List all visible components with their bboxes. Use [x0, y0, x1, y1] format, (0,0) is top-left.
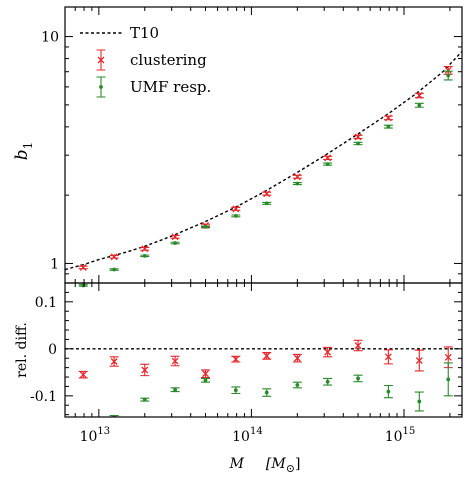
x-tick-label: 1013 [80, 426, 111, 445]
x-tick-label-exponent: 13 [97, 426, 110, 437]
clustering-reldiff-point [415, 357, 423, 365]
umf-reldiff-point [233, 388, 238, 393]
x-tick-label-base: 10 [385, 429, 403, 445]
umf-bias-point [142, 253, 147, 258]
clustering-bias-point [354, 133, 362, 141]
x-tick-label-base: 10 [80, 429, 98, 445]
umf-bias-point [417, 103, 422, 108]
umf-reldiff-errorbar [79, 420, 88, 424]
reldiff-axes-layer [64, 282, 463, 418]
umf-reldiff-point [81, 420, 85, 424]
bias-y-axis-label: b1 [12, 142, 35, 161]
bias-y-tick-label: 10 [41, 30, 59, 46]
umf-reldiff-point [325, 379, 330, 384]
legend-umf-marker [99, 85, 103, 89]
clustering-reldiff-point [202, 370, 209, 378]
umf-reldiff-point [386, 389, 391, 394]
umf-reldiff-point [173, 387, 177, 392]
t10-curve-layer [64, 50, 463, 271]
clustering-bias-point [171, 233, 179, 241]
clustering-bias-point [79, 264, 87, 271]
clustering-reldiff-point [79, 371, 87, 379]
legend-clustering-marker [97, 56, 105, 64]
umf-reldiff-point [356, 376, 360, 381]
t10-curve [64, 50, 463, 271]
clustering-bias-point [232, 205, 240, 213]
x-tick-label: 1014 [232, 426, 263, 445]
clustering-reldiff-point [324, 348, 332, 356]
legend-label-umf: UMF resp. [130, 78, 211, 96]
bias-marks-layer [78, 65, 453, 288]
clustering-bias-point [263, 190, 271, 198]
legend-label-clustering: clustering [130, 51, 207, 69]
bias-panel-frame [64, 6, 463, 284]
umf-bias-point [203, 224, 208, 229]
x-axis-label: M [M⊙] [229, 456, 301, 475]
x-tick-label: 1015 [385, 426, 416, 445]
umf-bias-point [112, 267, 117, 272]
reldiff-y-axis-label: rel. diff. [14, 322, 30, 378]
umf-reldiff-point [295, 383, 300, 387]
reldiff-y-tick-label: 0 [48, 342, 57, 358]
umf-reldiff-point [417, 399, 422, 404]
umf-reldiff-point [446, 377, 451, 382]
clustering-reldiff-point [263, 352, 271, 360]
reldiff-marks-layer [78, 339, 453, 424]
legend-label-T10: T10 [130, 24, 159, 42]
umf-bias-point [356, 141, 360, 146]
clustering-reldiff-point [171, 357, 179, 365]
bias-y-axis-label-subscript: 1 [21, 142, 35, 150]
relative-difference-panel [64, 282, 463, 424]
umf-bias-point [446, 73, 451, 78]
x-tick-label-exponent: 14 [250, 426, 263, 437]
umf-bias-point [264, 201, 269, 206]
x-axis-label-unit-subscript: ⊙ [286, 462, 295, 475]
clustering-reldiff-point [384, 353, 392, 361]
x-tick-label-base: 10 [232, 429, 250, 445]
clustering-reldiff-point [293, 354, 301, 362]
clustering-bias-point [110, 253, 118, 261]
clustering-bias-point [444, 66, 452, 74]
x-tick-label-exponent: 15 [403, 426, 416, 437]
clustering-bias-point [384, 114, 392, 122]
clustering-bias-point [141, 245, 149, 253]
clustering-reldiff-point [110, 358, 118, 365]
bias-panel: T10 clustering UMF resp. [64, 6, 463, 288]
clustering-bias-point [293, 173, 301, 181]
x-axis-label-unit-close: ] [295, 456, 300, 472]
legend: T10 clustering UMF resp. [80, 24, 211, 98]
umf-bias-point [173, 241, 177, 245]
clustering-bias-point [415, 92, 423, 99]
clustering-reldiff-point [444, 353, 452, 361]
umf-reldiff-point [203, 378, 208, 383]
umf-bias-point [386, 124, 391, 129]
bias-y-tick-label: 1 [50, 256, 59, 272]
umf-bias-point [295, 181, 300, 186]
x-axis-label-symbol: M [229, 456, 245, 472]
clustering-reldiff-point [232, 355, 240, 363]
clustering-reldiff-point [354, 342, 362, 349]
umf-reldiff-point [264, 390, 269, 395]
x-axis-label-unit: [M [266, 456, 286, 472]
clustering-reldiff-point [141, 366, 149, 374]
clustering-bias-point [324, 154, 332, 162]
reldiff-panel-frame [64, 282, 463, 418]
umf-bias-point [325, 162, 330, 167]
bias-axes-layer [64, 6, 463, 284]
bias-y-axis-label-symbol: b [12, 149, 32, 160]
umf-bias-point [233, 214, 238, 218]
reldiff-y-tick-label: -0.1 [30, 389, 57, 405]
umf-reldiff-point [142, 397, 147, 402]
reldiff-y-tick-label: 0.1 [35, 295, 57, 311]
